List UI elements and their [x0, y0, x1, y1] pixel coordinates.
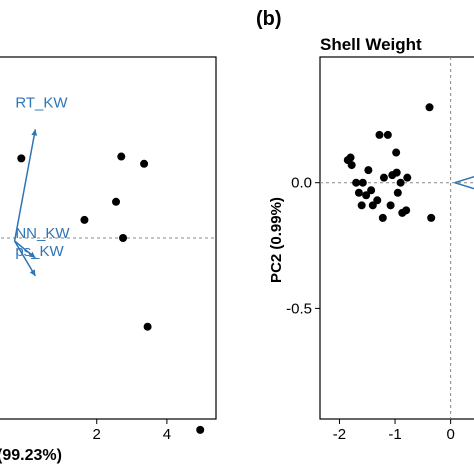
panel-b-x-ticks: -2 -1 0 [333, 419, 455, 443]
panel-b-x-tick-label: 0 [446, 426, 454, 443]
panel-b-point [402, 206, 411, 215]
panel-a-x-tick-label: 4 [163, 426, 171, 443]
panel-b-point [425, 103, 434, 112]
panel-a-points [17, 152, 205, 434]
panel-b-point [357, 201, 366, 210]
panel-a-loading-label: ps_KW [15, 243, 64, 260]
panel-b-point [352, 178, 361, 187]
panel-b-loadings [454, 175, 474, 190]
panel-a-x-axis-label: (99.23%) [0, 447, 62, 464]
panel-a-loading-arrow [14, 240, 36, 259]
panel-b-point [379, 173, 388, 182]
panel-b-loading-arrow [454, 175, 474, 184]
panel-b-point [364, 166, 373, 175]
panel-b-x-tick-label: -1 [388, 426, 401, 443]
panel-a-point [119, 234, 128, 242]
panel-a-point [117, 152, 126, 161]
panel-a-plot-frame [0, 56, 217, 420]
panel-b-point [392, 148, 401, 157]
panel-b-y-tick-label: 0.0 [291, 175, 312, 192]
panel-a-loading-arrow [13, 240, 36, 277]
panel-a-point [80, 215, 89, 224]
panel-b-plot-frame [319, 56, 474, 420]
panel-b-point [347, 161, 356, 170]
panel-b-point [362, 191, 371, 200]
panel-b-y-axis-label: PC2 (0.99%) [268, 197, 285, 283]
panel-b-points [343, 103, 436, 222]
panel-b-loading-arrow [454, 181, 474, 190]
panel-b-title: Shell Weight [320, 35, 422, 54]
panel-b-point [393, 188, 402, 197]
panel-b-point [396, 178, 405, 187]
panel-b-point [367, 186, 376, 195]
panel-b-point [386, 201, 395, 210]
panel-b-point [354, 188, 363, 197]
panel-b-point [383, 130, 392, 139]
panel-b-y-tick-label: -0.5 [286, 300, 312, 317]
panel-a-point [140, 159, 149, 168]
panel-b-point [403, 173, 412, 182]
panel-a-x-tick-label: 2 [93, 426, 101, 443]
panel-b-point [375, 130, 384, 139]
panel-b-point [358, 178, 367, 187]
panel-b-y-ticks: 0.0 -0.5 [286, 175, 320, 317]
panel-b-point [373, 196, 382, 205]
panel-a-point [112, 197, 121, 206]
panel-a-point [196, 425, 205, 434]
panel-a-point [17, 154, 26, 163]
panel-a-loading-label: NN_KW [15, 225, 70, 242]
panel-a-loading-label: RT_KW [15, 94, 68, 111]
panel-b-point [346, 153, 355, 162]
panel-a-loading-arrow [13, 129, 38, 242]
panel-label-b: (b) [256, 8, 282, 30]
panel-b-x-tick-label: -2 [333, 426, 346, 443]
panel-b-point [427, 213, 436, 222]
panel-a-point [143, 322, 152, 331]
panel-b-chart: (b) Shell Weight -2 -1 0 0.0 -0.5 PC2 (0.99… [256, 8, 474, 443]
panel-b-point [378, 213, 387, 222]
panel-b-point [392, 168, 401, 177]
